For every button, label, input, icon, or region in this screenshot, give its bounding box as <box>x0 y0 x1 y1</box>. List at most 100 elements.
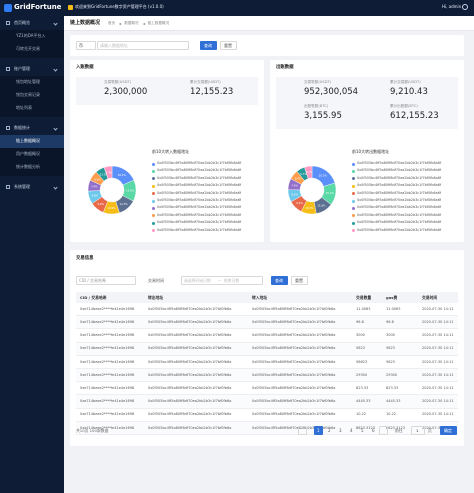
select-box[interactable] <box>76 41 96 50</box>
slice-label: 10.9% <box>107 206 116 210</box>
legend-label[interactable]: 0x0f505bc4ff5a80ff6df70ea2bb2b3c1f7bf0fb… <box>357 227 442 232</box>
page-next[interactable] <box>379 426 388 435</box>
slice-label: 5.7% <box>300 172 307 176</box>
legend-label[interactable]: 0x0f505bc4ff5a80ff6df70ea2bb2b3c1f7bf0fb… <box>157 220 242 225</box>
table-cell: 4445.33 <box>356 399 371 404</box>
page-number: 5 <box>361 427 364 433</box>
table-cell[interactable]: 0xe714beee2****fe41e4e1698 <box>80 346 135 351</box>
table-cell[interactable]: 0xe714beee2****fe41e4e1698 <box>80 372 135 377</box>
table-cell[interactable]: 0xe714beee2****fe41e4e1698 <box>80 333 135 338</box>
table-cell[interactable]: 0xe714beee2****fe41e4e1698 <box>80 399 135 404</box>
page-button[interactable] <box>314 426 323 435</box>
legend-dot <box>352 221 355 225</box>
column-header: CID / 交易哈希 <box>80 294 107 300</box>
legend-label[interactable]: 0x0f505bc4ff5a80ff6df70ea2bb2b3c1f7bf0fb… <box>157 198 242 202</box>
table-cell: 0x0f505bc4ff5a80ff6df70ea2bb2b3c1f7bf0fb… <box>148 359 232 364</box>
breadcrumb-item[interactable]: 首页 <box>108 21 116 25</box>
legend-dot <box>152 229 155 233</box>
date-range[interactable] <box>181 276 263 285</box>
table-cell: 0x0f505bc4ff5a80ff6df70ea2bb2b3c1f7bf0fb… <box>252 306 336 311</box>
legend-dot <box>152 206 155 210</box>
table-cell: 0x0f505bc4ff5a80ff6df70ea2bb2b3c1f7bf0fb… <box>252 333 336 338</box>
slice-label: 11.8% <box>317 203 326 207</box>
tab-title[interactable]: 链上数据概况 <box>70 20 101 26</box>
stat-label: 累计交易额(USDT) <box>390 80 421 84</box>
legend-label[interactable]: 0x0f505bc4ff5a80ff6df70ea2bb2b3c1f7bf0fb… <box>157 168 242 173</box>
legend-label[interactable]: 0x0f505bc4ff5a80ff6df70ea2bb2b3c1f7bf0fb… <box>357 205 442 210</box>
table-cell[interactable]: 0xe714beee2****fe41e4e1698 <box>80 425 135 430</box>
table-cell: 823.33 <box>356 386 369 390</box>
stat-label: 交易笔数(USDT) <box>304 80 332 84</box>
slice-label: 20.3% <box>319 174 328 178</box>
menu-group[interactable]: 首页概览 <box>14 20 30 25</box>
table-reset-label: 重置 <box>295 277 303 283</box>
confirm-button[interactable] <box>440 426 457 435</box>
legend-dot <box>352 214 355 218</box>
table-cell[interactable]: 0xe714beee2****fe41e4e1698 <box>80 320 135 324</box>
slice-label: 8.8% <box>92 194 99 198</box>
menu-item[interactable]: 统计数据分析 <box>16 164 40 169</box>
menu-item[interactable]: 用户数据概况 <box>16 151 40 156</box>
legend-label[interactable]: 0x0f505bc4ff5a80ff6df70ea2bb2b3c1f7bf0fb… <box>157 212 242 217</box>
donut-slice[interactable] <box>103 165 113 179</box>
table-query-label: 查询 <box>275 277 283 283</box>
menu-item[interactable]: 钱包地址管理 <box>16 79 40 84</box>
legend-label[interactable]: 0x0f505bc4ff5a80ff6df70ea2bb2b3c1f7bf0fb… <box>357 161 442 165</box>
legend-label[interactable]: 0x0f505bc4ff5a80ff6df70ea2bb2b3c1f7bf0fb… <box>357 220 442 225</box>
page-number: 1 <box>317 427 320 433</box>
table-reset-button[interactable] <box>291 276 308 285</box>
table-cell[interactable]: 0xe714beee2****fe41e4e1698 <box>80 306 135 311</box>
donut-slice[interactable] <box>304 165 313 179</box>
search-input[interactable] <box>97 41 189 50</box>
page-number: 3 <box>339 427 342 433</box>
table-search-input[interactable] <box>76 276 136 285</box>
menu-item[interactable]: 可转兑开交易 <box>16 46 40 51</box>
menu-item[interactable]: 地址列表 <box>16 105 32 110</box>
legend-label[interactable]: 0x0f505bc4ff5a80ff6df70ea2bb2b3c1f7bf0fb… <box>357 198 442 202</box>
menu-group[interactable]: 系统管理 <box>14 184 30 189</box>
user-icon[interactable] <box>462 4 468 10</box>
table-cell: 823.33 <box>386 386 399 390</box>
legend-label[interactable]: 0x0f505bc4ff5a80ff6df70ea2bb2b3c1f7bf0fb… <box>157 190 242 195</box>
legend-label[interactable]: 0x0f505bc4ff5a80ff6df70ea2bb2b3c1f7bf0fb… <box>357 190 442 195</box>
menu-group[interactable]: 数据统计 <box>14 125 30 130</box>
table-query-button[interactable] <box>271 276 288 285</box>
page-number: 2 <box>328 427 331 433</box>
table-row <box>76 382 458 396</box>
menu-group[interactable]: 账户管理 <box>14 66 30 71</box>
logo-icon <box>4 4 12 12</box>
query-button[interactable] <box>200 41 217 50</box>
menu-item[interactable]: 链上数据概况 <box>16 138 40 143</box>
table-cell[interactable]: 0xe714beee2****fe41e4e1698 <box>80 386 135 390</box>
legend-label[interactable]: 0x0f505bc4ff5a80ff6df70ea2bb2b3c1f7bf0fb… <box>157 175 242 180</box>
legend-label[interactable]: 0x0f505bc4ff5a80ff6df70ea2bb2b3c1f7bf0fb… <box>357 175 442 180</box>
stats-panel <box>76 77 258 105</box>
table-cell: 2020-07-30 14:11 <box>422 346 454 351</box>
stat-value: 12,155.23 <box>190 87 234 97</box>
table-cell: 2020-07-30 14:11 <box>422 399 454 404</box>
legend-label[interactable]: 0x0f505bc4ff5a80ff6df70ea2bb2b3c1f7bf0fb… <box>157 227 242 232</box>
legend-label[interactable]: 0x0f505bc4ff5a80ff6df70ea2bb2b3c1f7bf0fb… <box>357 212 442 217</box>
legend-label[interactable]: 0x0f505bc4ff5a80ff6df70ea2bb2b3c1f7bf0fb… <box>157 205 242 210</box>
legend-label[interactable]: 0x0f505bc4ff5a80ff6df70ea2bb2b3c1f7bf0fb… <box>157 183 242 188</box>
menu-item[interactable]: 钱包交易记录 <box>16 92 40 97</box>
legend-label[interactable]: 0x0f505bc4ff5a80ff6df70ea2bb2b3c1f7bf0fb… <box>357 183 442 188</box>
goto-input[interactable] <box>411 426 425 435</box>
reset-button[interactable] <box>220 41 237 50</box>
table-row <box>76 356 458 369</box>
user-name[interactable]: Hi, admin <box>442 4 462 9</box>
legend-label[interactable]: 0x0f505bc4ff5a80ff6df70ea2bb2b3c1f7bf0fb… <box>357 168 442 173</box>
legend-label[interactable]: 0x0f505bc4ff5a80ff6df70ea2bb2b3c1f7bf0fb… <box>157 161 242 165</box>
table-cell[interactable]: 0xe714beee2****fe41e4e1698 <box>80 359 135 364</box>
table-cell: 0x0f505bc4ff5a80ff6df70ea2bb2b3c1f7bf0fb… <box>252 425 336 430</box>
breadcrumb-item[interactable]: 数据概况 <box>124 21 139 25</box>
table-cell[interactable]: 0xe714beee2****fe41e4e1698 <box>80 412 135 417</box>
page-prev[interactable] <box>298 426 307 435</box>
menu-item[interactable]: YZ1的DA平台入 <box>16 33 46 38</box>
stat-label: 累计出账额(BTC) <box>390 104 418 108</box>
table-cell: 2020-07-30 14:11 <box>422 412 454 417</box>
stat-value: 9,210.43 <box>390 87 428 97</box>
goto-label: 前往 <box>395 427 403 433</box>
legend-dot <box>352 169 355 173</box>
